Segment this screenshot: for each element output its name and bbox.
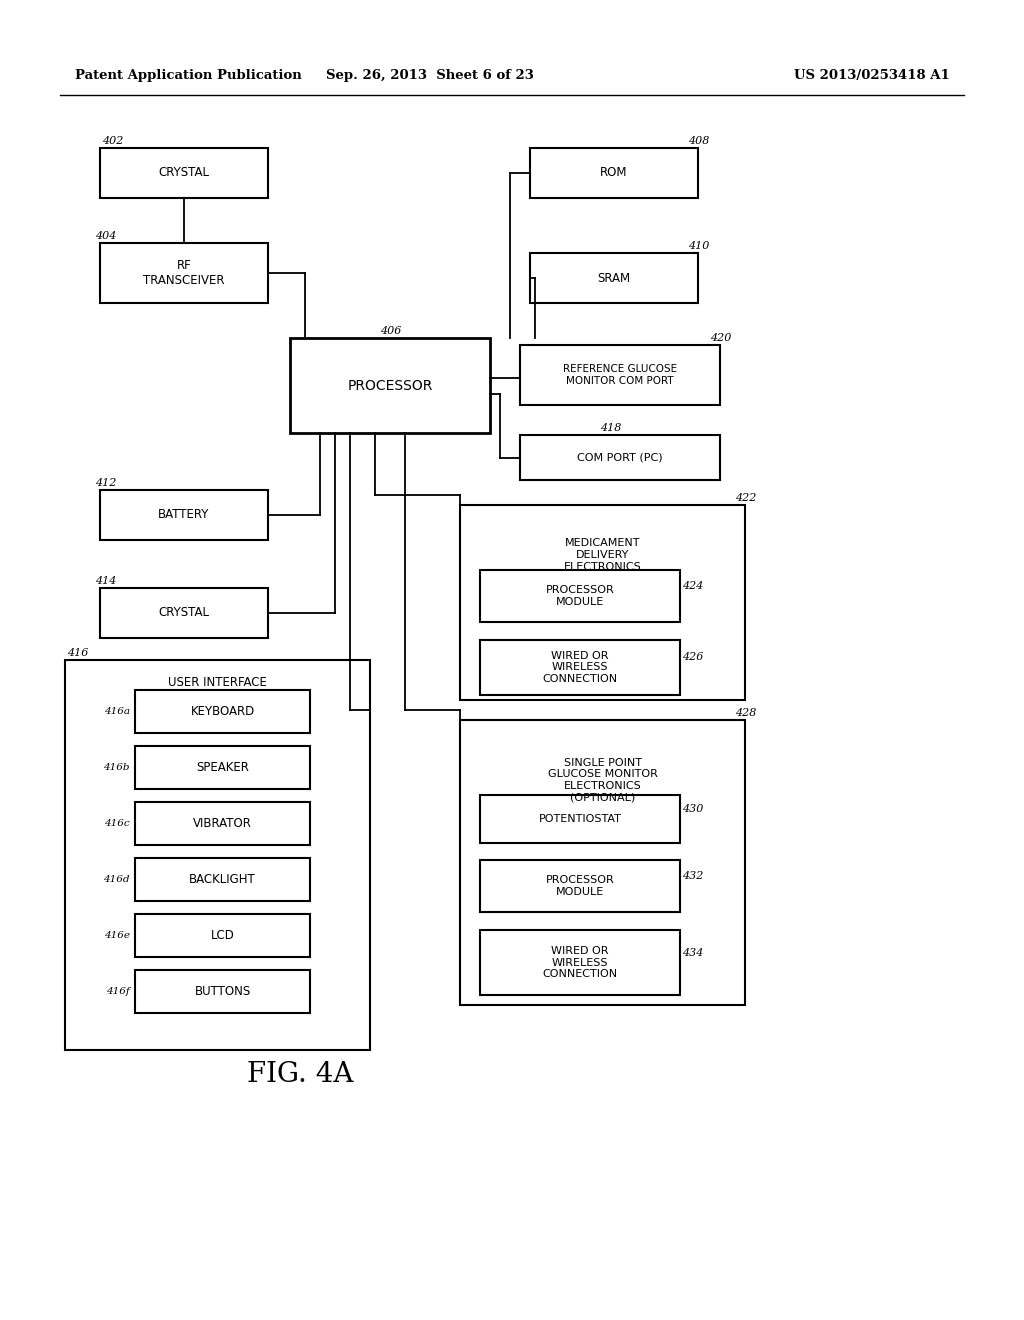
Bar [530, 253, 698, 304]
Text: 430: 430 [682, 804, 703, 814]
Bar [480, 570, 680, 622]
Text: 416b: 416b [103, 763, 130, 772]
Text: 402: 402 [102, 136, 123, 147]
Text: BATTERY: BATTERY [159, 508, 210, 521]
Text: 420: 420 [710, 333, 731, 343]
Bar [135, 803, 310, 845]
Text: 410: 410 [688, 242, 710, 251]
Bar [135, 746, 310, 789]
Bar [520, 345, 720, 405]
Bar [480, 861, 680, 912]
Text: 416: 416 [67, 648, 88, 657]
Text: 418: 418 [600, 422, 622, 433]
Text: SRAM: SRAM [597, 272, 631, 285]
Text: LCD: LCD [211, 929, 234, 942]
Text: US 2013/0253418 A1: US 2013/0253418 A1 [795, 69, 950, 82]
Bar [135, 690, 310, 733]
Text: ROM: ROM [600, 166, 628, 180]
Text: 406: 406 [380, 326, 401, 337]
Text: PROCESSOR
MODULE: PROCESSOR MODULE [546, 585, 614, 607]
Bar [135, 858, 310, 902]
Bar [100, 587, 268, 638]
Text: KEYBOARD: KEYBOARD [190, 705, 255, 718]
Text: 408: 408 [688, 136, 710, 147]
Text: MEDICAMENT
DELIVERY
ELECTRONICS: MEDICAMENT DELIVERY ELECTRONICS [563, 539, 641, 572]
Text: SPEAKER: SPEAKER [196, 762, 249, 774]
Bar [135, 970, 310, 1012]
Bar [480, 640, 680, 696]
Text: 416a: 416a [104, 708, 130, 715]
Bar [460, 506, 745, 700]
Text: 416e: 416e [104, 931, 130, 940]
Text: POTENTIOSTAT: POTENTIOSTAT [539, 814, 622, 824]
Text: 416d: 416d [103, 875, 130, 884]
Bar [480, 795, 680, 843]
Bar [100, 490, 268, 540]
Text: Sep. 26, 2013  Sheet 6 of 23: Sep. 26, 2013 Sheet 6 of 23 [326, 69, 534, 82]
Text: PROCESSOR: PROCESSOR [347, 379, 433, 392]
Bar [135, 913, 310, 957]
Text: USER INTERFACE: USER INTERFACE [168, 676, 267, 689]
Text: PROCESSOR
MODULE: PROCESSOR MODULE [546, 875, 614, 896]
Text: WIRED OR
WIRELESS
CONNECTION: WIRED OR WIRELESS CONNECTION [543, 651, 617, 684]
Text: 416f: 416f [106, 987, 130, 997]
Text: 412: 412 [95, 478, 117, 488]
Text: 416c: 416c [104, 818, 130, 828]
Bar [530, 148, 698, 198]
Text: VIBRATOR: VIBRATOR [194, 817, 252, 830]
Text: SINGLE POINT
GLUCOSE MONITOR
ELECTRONICS
(OPTIONAL): SINGLE POINT GLUCOSE MONITOR ELECTRONICS… [548, 758, 657, 803]
Text: 424: 424 [682, 581, 703, 591]
Text: RF
TRANSCEIVER: RF TRANSCEIVER [143, 259, 224, 286]
Text: 428: 428 [735, 708, 757, 718]
Text: REFERENCE GLUCOSE
MONITOR COM PORT: REFERENCE GLUCOSE MONITOR COM PORT [563, 364, 677, 385]
Text: 404: 404 [95, 231, 117, 242]
Text: 414: 414 [95, 576, 117, 586]
Bar [290, 338, 490, 433]
Bar [65, 660, 370, 1049]
Bar [100, 148, 268, 198]
Bar [480, 931, 680, 995]
Text: 432: 432 [682, 871, 703, 880]
Text: BUTTONS: BUTTONS [195, 985, 251, 998]
Text: Patent Application Publication: Patent Application Publication [75, 69, 302, 82]
Text: 434: 434 [682, 948, 703, 957]
Bar [520, 436, 720, 480]
Text: FIG. 4A: FIG. 4A [247, 1061, 353, 1089]
Text: COM PORT (PC): COM PORT (PC) [578, 453, 663, 462]
Bar [460, 719, 745, 1005]
Text: 422: 422 [735, 492, 757, 503]
Text: CRYSTAL: CRYSTAL [159, 606, 210, 619]
Text: 426: 426 [682, 652, 703, 663]
Text: BACKLIGHT: BACKLIGHT [189, 873, 256, 886]
Text: CRYSTAL: CRYSTAL [159, 166, 210, 180]
Text: WIRED OR
WIRELESS
CONNECTION: WIRED OR WIRELESS CONNECTION [543, 946, 617, 979]
Bar [100, 243, 268, 304]
